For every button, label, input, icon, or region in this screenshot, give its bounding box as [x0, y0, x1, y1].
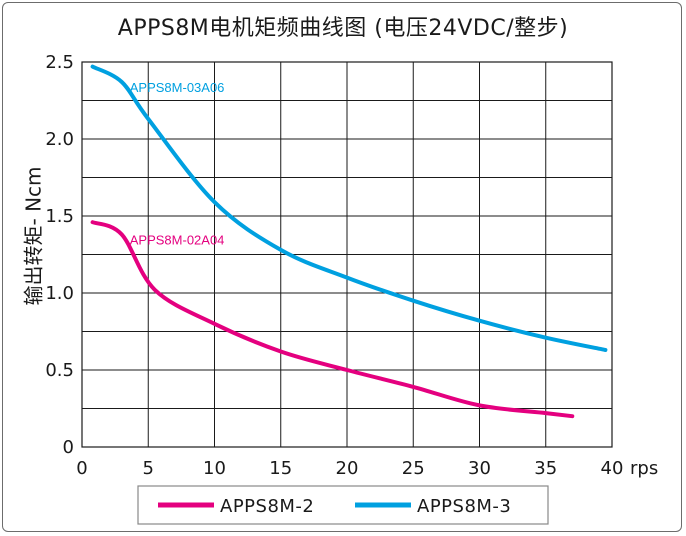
x-axis-label: rps [630, 458, 658, 479]
series-line-apps8m-2 [90, 220, 575, 419]
x-tick-label: 40 [601, 458, 624, 479]
series-line-apps8m-3 [90, 64, 608, 352]
y-tick-label: 1.0 [45, 283, 74, 304]
x-tick-label: 30 [468, 458, 491, 479]
y-tick-label: 0.5 [45, 360, 74, 381]
y-tick-label: 2.0 [45, 129, 74, 150]
x-tick-label: 5 [143, 458, 154, 479]
chart-title: APPS8M电机矩频曲线图 (电压24VDC/整步) [117, 16, 569, 41]
series-annotation: APPS8M-03A06 [130, 80, 225, 95]
x-tick-label: 10 [203, 458, 226, 479]
y-tick-label: 1.5 [45, 206, 74, 227]
y-tick-label: 0 [63, 437, 74, 458]
x-tick-label: 25 [402, 458, 425, 479]
legend-label: APPS8M-3 [417, 496, 511, 517]
plot-area-border [81, 61, 613, 448]
x-tick-label: 0 [76, 458, 87, 479]
series-annotation: APPS8M-02A04 [130, 232, 225, 247]
legend-label: APPS8M-2 [220, 496, 314, 517]
x-tick-label: 15 [269, 458, 292, 479]
x-tick-label: 35 [534, 458, 557, 479]
x-tick-label: 20 [336, 458, 359, 479]
y-tick-label: 2.5 [45, 52, 74, 73]
